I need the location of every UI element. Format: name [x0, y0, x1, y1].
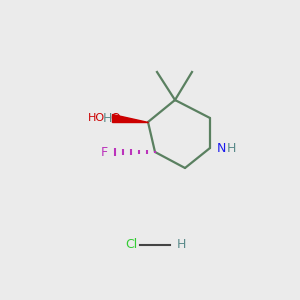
Text: HO: HO — [88, 113, 105, 123]
Text: N: N — [217, 142, 226, 154]
Text: O: O — [110, 112, 120, 124]
Polygon shape — [112, 114, 148, 122]
Text: Cl: Cl — [126, 238, 138, 251]
Text: F: F — [101, 146, 108, 158]
Text: H: H — [177, 238, 186, 251]
Text: H: H — [103, 112, 112, 124]
Text: H: H — [227, 142, 236, 154]
